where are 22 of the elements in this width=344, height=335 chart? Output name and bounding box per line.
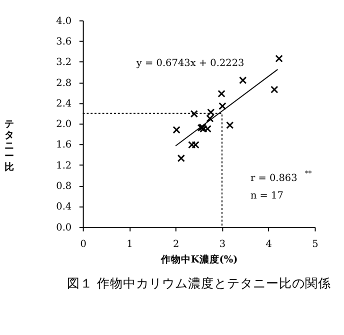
x-tick-label: 3 xyxy=(219,238,226,250)
y-tick-label: 3.6 xyxy=(56,36,72,48)
x-tick-label: 4 xyxy=(266,238,272,250)
y-tick-label: 0.4 xyxy=(56,202,72,213)
y-tick-label: 2.0 xyxy=(56,119,72,130)
annotation: y = 0.6743x + 0.2223 xyxy=(135,58,244,70)
x-tick-label: 5 xyxy=(312,238,318,250)
y-tick-label: 4.0 xyxy=(56,16,72,27)
text: 図１ 作物中カリウム濃度とテタニー比の関係 xyxy=(66,275,331,290)
y-tick-label: 2.4 xyxy=(56,98,72,110)
y-tick-label: 1.6 xyxy=(56,140,72,151)
y-tick-label: 0.0 xyxy=(56,222,72,234)
y-axis-title: テタニー比 xyxy=(4,119,14,173)
x-tick-label: 1 xyxy=(126,238,133,250)
x-tick-label: 2 xyxy=(172,238,180,250)
x-axis-title: 作物中K濃度(%) xyxy=(160,254,238,266)
y-tick-label: 1.2 xyxy=(56,160,72,172)
y-tick-label: 0.8 xyxy=(56,181,72,192)
y-tick-label: 3.2 xyxy=(56,57,72,68)
annotation: n = 17 xyxy=(250,190,284,202)
y-tick-label: 2.8 xyxy=(56,78,72,89)
x-tick-label: 0 xyxy=(80,238,86,250)
